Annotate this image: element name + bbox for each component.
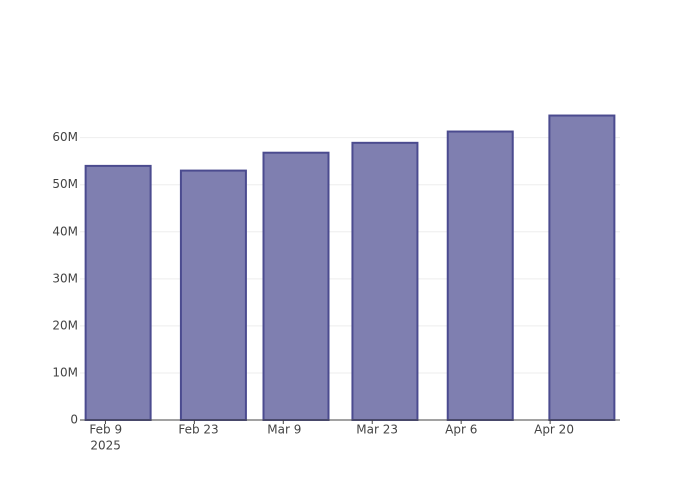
y-tick-label: 50M: [52, 177, 78, 191]
y-tick-label: 60M: [52, 130, 78, 144]
y-tick-label: 40M: [52, 224, 78, 238]
bar: [351, 141, 419, 422]
bar: [446, 130, 514, 421]
x-tick-label: Mar 9: [267, 423, 301, 437]
bar: [179, 169, 247, 421]
bar: [548, 114, 616, 421]
bar: [262, 151, 330, 422]
y-tick-label: 10M: [52, 365, 78, 379]
bar: [84, 164, 152, 421]
x-tick-label: Apr 6: [445, 423, 477, 437]
x-tick-label: Feb 9: [89, 423, 122, 437]
y-tick-label: 0: [70, 413, 78, 427]
x-tick-label: Feb 23: [178, 423, 218, 437]
y-tick-label: 20M: [52, 318, 78, 332]
x-tick-sublabel: 2025: [90, 439, 121, 453]
y-tick-label: 30M: [52, 271, 78, 285]
x-tick-label: Apr 20: [534, 423, 574, 437]
x-tick-label: Mar 23: [356, 423, 398, 437]
